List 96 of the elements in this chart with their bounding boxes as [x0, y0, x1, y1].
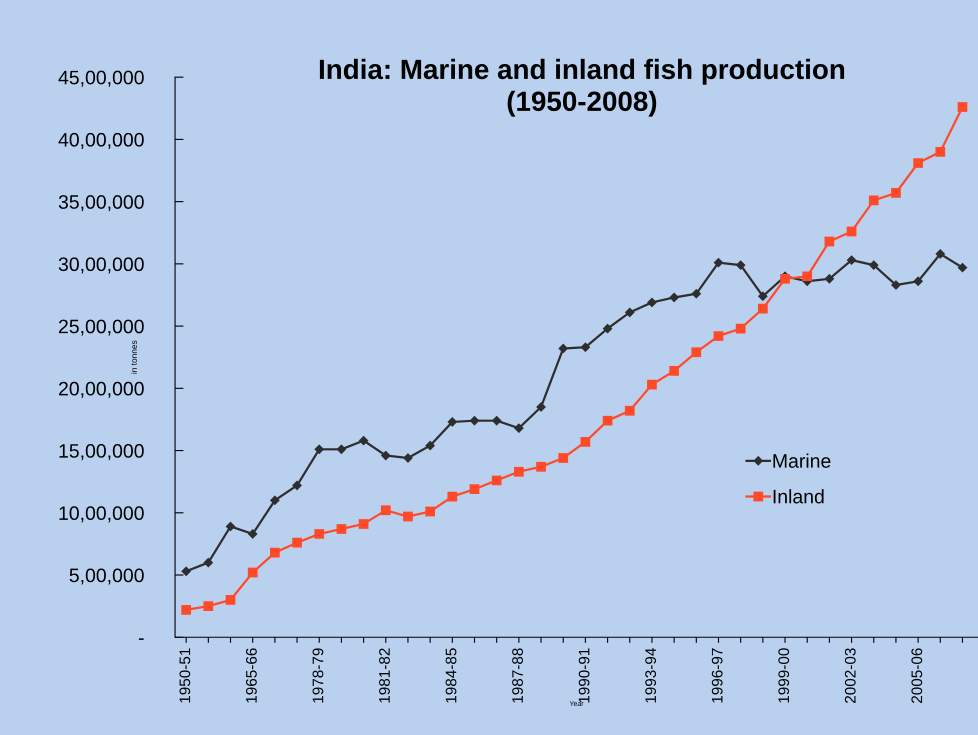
- point: [580, 342, 590, 352]
- point: [536, 462, 546, 472]
- y-tick-label: 20,00,000: [58, 382, 144, 398]
- y-tick-label: 35,00,000: [58, 195, 144, 212]
- point: [448, 417, 457, 427]
- point: [336, 444, 346, 454]
- point: [670, 292, 679, 302]
- point: [736, 324, 746, 334]
- y-tick-label: 40,00,000: [58, 132, 144, 149]
- x-tick-label: 1978-79: [312, 648, 324, 703]
- point: [514, 466, 524, 477]
- point: [891, 280, 901, 290]
- x-tick-label: 1981-82: [379, 648, 390, 703]
- point: [647, 380, 657, 390]
- point: [824, 236, 834, 246]
- point: [802, 271, 812, 282]
- point: [492, 476, 502, 486]
- point: [336, 524, 346, 534]
- point: [558, 453, 568, 463]
- point: [758, 292, 768, 301]
- point: [602, 416, 612, 426]
- point: [381, 450, 390, 460]
- point: [358, 436, 368, 446]
- y-axis-title: in tonnes: [130, 340, 137, 374]
- point: [248, 529, 258, 539]
- x-tick-label: 1950-51: [179, 648, 190, 703]
- point: [358, 519, 368, 529]
- point: [891, 188, 901, 198]
- point: [624, 406, 635, 416]
- point: [958, 102, 968, 112]
- point: [270, 496, 280, 505]
- point: [692, 289, 701, 298]
- point: [868, 196, 879, 206]
- point: [270, 548, 280, 558]
- point: [536, 402, 546, 412]
- point: [470, 416, 480, 426]
- y-tick-label: 30,00,000: [58, 257, 144, 274]
- point: [846, 226, 856, 236]
- point: [714, 331, 724, 341]
- point: [625, 308, 634, 318]
- point: [958, 262, 968, 272]
- point: [669, 366, 679, 376]
- legend-label: Marine: [773, 454, 830, 468]
- y-tick-label: 15,00,000: [59, 444, 144, 460]
- point: [426, 440, 435, 450]
- point: [647, 298, 657, 308]
- point: [935, 146, 946, 157]
- point: [447, 492, 458, 502]
- x-tick-label: 2002-03: [844, 648, 856, 703]
- point: [824, 274, 834, 284]
- point: [514, 424, 524, 433]
- point: [403, 512, 413, 522]
- x-tick-label: 1993-94: [645, 648, 656, 703]
- point: [492, 416, 502, 426]
- x-tick-label: 1984-85: [446, 648, 456, 703]
- point: [182, 566, 191, 576]
- point: [913, 158, 923, 168]
- point: [936, 249, 945, 259]
- x-tick-label: 1987-88: [512, 648, 523, 703]
- y-tick-label: 25,00,000: [58, 320, 144, 336]
- point: [758, 304, 768, 314]
- point: [691, 347, 702, 358]
- x-tick-label: 1965-66: [246, 648, 257, 703]
- point: [780, 274, 790, 284]
- point: [292, 538, 302, 548]
- y-tick-label: 10,00,000: [59, 506, 144, 522]
- point: [292, 480, 302, 490]
- point: [558, 344, 568, 354]
- y-tick-label: 5,00,000: [70, 568, 144, 585]
- point: [913, 276, 923, 286]
- x-tick-label: 1990-91: [578, 648, 590, 703]
- x-tick-label: 1999-00: [778, 648, 790, 703]
- chart-title: India: Marine and inland fish production (1950-2008): [320, 58, 844, 117]
- point: [226, 595, 236, 605]
- y-tick-label: 45,00,000: [58, 70, 144, 87]
- point: [714, 258, 724, 268]
- x-tick-label: 1996-97: [712, 648, 723, 703]
- point: [869, 260, 878, 270]
- point: [736, 260, 746, 270]
- point: [314, 529, 324, 539]
- point: [846, 256, 856, 265]
- point: [204, 558, 213, 568]
- point: [248, 568, 258, 578]
- point: [602, 324, 612, 334]
- legend-label: Inland: [774, 489, 824, 504]
- y-tick-label: -: [138, 638, 144, 640]
- point: [580, 436, 590, 447]
- point: [314, 444, 324, 454]
- point: [425, 506, 435, 516]
- point: [226, 522, 236, 532]
- point: [181, 605, 192, 615]
- point: [380, 505, 391, 516]
- x-tick-label: 2005-06: [911, 648, 922, 703]
- point: [403, 453, 413, 463]
- point: [470, 484, 480, 494]
- point: [203, 601, 214, 611]
